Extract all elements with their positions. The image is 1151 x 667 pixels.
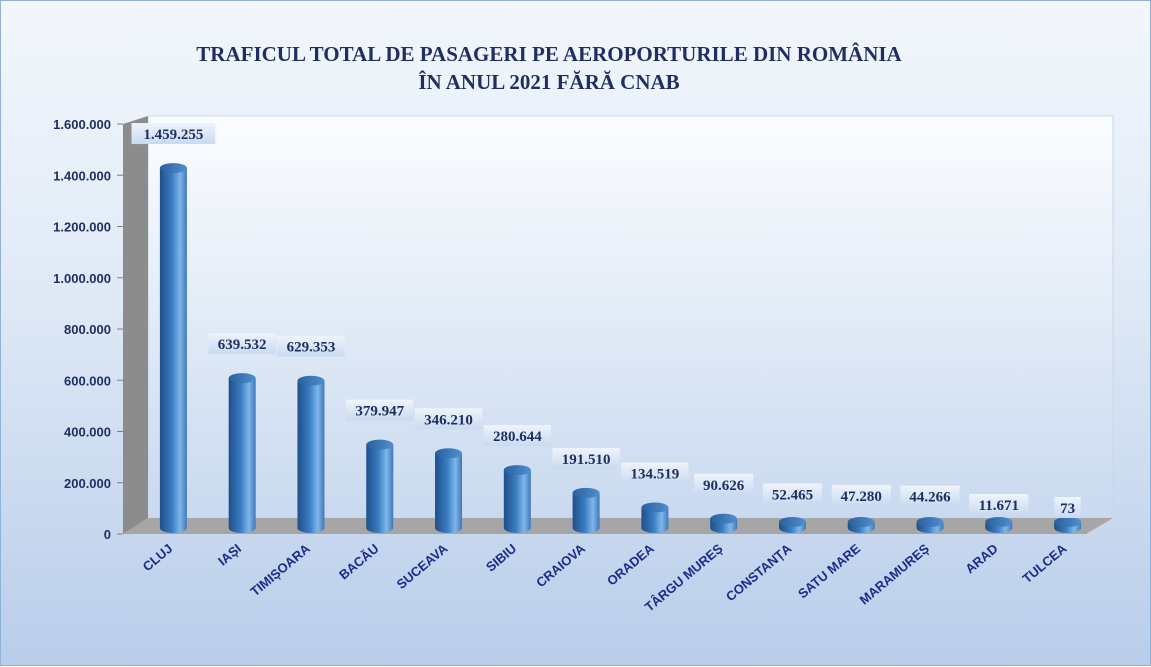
bar-top — [503, 465, 531, 476]
data-label-box — [694, 473, 754, 495]
y-tick-label: 600.000 — [64, 373, 111, 388]
x-tick-label: BACĂU — [336, 541, 382, 583]
plot-side-wall — [123, 116, 148, 534]
x-tick-label: SATU MARE — [795, 541, 863, 602]
data-label-box — [900, 485, 960, 507]
data-label: 11.671 — [979, 498, 1019, 514]
data-label: 1.459.255 — [143, 127, 203, 143]
bar-top — [985, 517, 1013, 527]
x-tick-label: TULCEA — [1020, 540, 1070, 586]
data-label-box — [277, 335, 345, 357]
y-tick-label: 800.000 — [64, 322, 111, 337]
y-tick-label: 200.000 — [64, 476, 111, 491]
data-label-box — [1054, 496, 1081, 518]
x-tick-label: ORADEA — [604, 540, 657, 588]
data-label: 73 — [1060, 501, 1075, 517]
x-tick-label: CRAIOVA — [533, 540, 588, 590]
data-label: 379.947 — [355, 404, 404, 420]
data-label: 191.510 — [562, 452, 611, 468]
data-label: 52.465 — [772, 488, 813, 504]
bar — [572, 492, 600, 533]
x-tick-label: TIMIȘOARA — [247, 540, 313, 599]
bar-top — [572, 487, 600, 498]
data-label: 44.266 — [909, 490, 951, 506]
y-tick-label: 1.200.000 — [53, 220, 111, 235]
bar-top — [641, 502, 669, 513]
plot-back-wall — [147, 115, 1114, 519]
x-tick-label: SUCEAVA — [394, 540, 451, 592]
data-label-box — [621, 462, 689, 484]
y-tick-label: 1.600.000 — [53, 117, 111, 132]
x-tick-label: IAȘI — [215, 541, 244, 569]
bar — [641, 507, 669, 533]
data-label: 629.353 — [287, 340, 336, 356]
data-label: 639.532 — [218, 337, 267, 353]
bar-top — [916, 517, 944, 527]
data-label: 47.280 — [841, 489, 882, 505]
x-tick-label: ARAD — [962, 541, 1000, 577]
data-label-box — [208, 333, 276, 355]
data-label-box — [346, 399, 414, 421]
data-label: 280.644 — [493, 429, 542, 445]
bar — [503, 470, 531, 533]
plot-area: 0 200.000 400.000 600.000 800.000 1.000.000 1.… — [53, 115, 1114, 615]
bar-top — [847, 517, 875, 527]
bar-top — [710, 513, 738, 524]
data-label: 134.519 — [631, 467, 680, 483]
x-tick-label: CLUJ — [140, 541, 176, 574]
bar-top — [159, 163, 187, 174]
data-label: 346.210 — [424, 412, 473, 428]
bar-top — [778, 517, 806, 527]
plot-floor — [123, 518, 1113, 534]
x-tick-label: MARAMUREȘ — [856, 541, 932, 608]
y-tick-label: 400.000 — [64, 425, 111, 440]
y-tick-label: 1.000.000 — [53, 271, 111, 286]
bar-top — [366, 439, 394, 450]
bar-top — [435, 448, 463, 459]
data-label-box — [131, 123, 216, 145]
data-label: 90.626 — [703, 478, 745, 494]
bar — [366, 444, 394, 533]
bar-top — [1054, 517, 1082, 527]
bar-top — [228, 373, 256, 384]
data-label-box — [483, 425, 552, 447]
y-tick-label: 1.400.000 — [53, 168, 111, 183]
bar — [228, 378, 256, 533]
data-label-box — [831, 484, 891, 506]
bar — [297, 380, 325, 533]
bar — [159, 168, 187, 533]
bar — [435, 453, 463, 533]
chart-subtitle: ÎN ANUL 2021 FĂRĂ CNAB — [418, 70, 679, 94]
bar-top — [297, 375, 325, 386]
chart-title: TRAFICUL TOTAL DE PASAGERI PE AEROPORTUR… — [196, 42, 902, 66]
data-label-box — [969, 494, 1029, 516]
data-label-box — [552, 447, 620, 469]
x-tick-label: CONSTANȚA — [723, 540, 795, 604]
y-tick-label: 0 — [104, 527, 111, 542]
data-label-box — [414, 408, 483, 430]
x-tick-label: SIBIU — [483, 541, 519, 575]
data-label-box — [762, 483, 823, 505]
